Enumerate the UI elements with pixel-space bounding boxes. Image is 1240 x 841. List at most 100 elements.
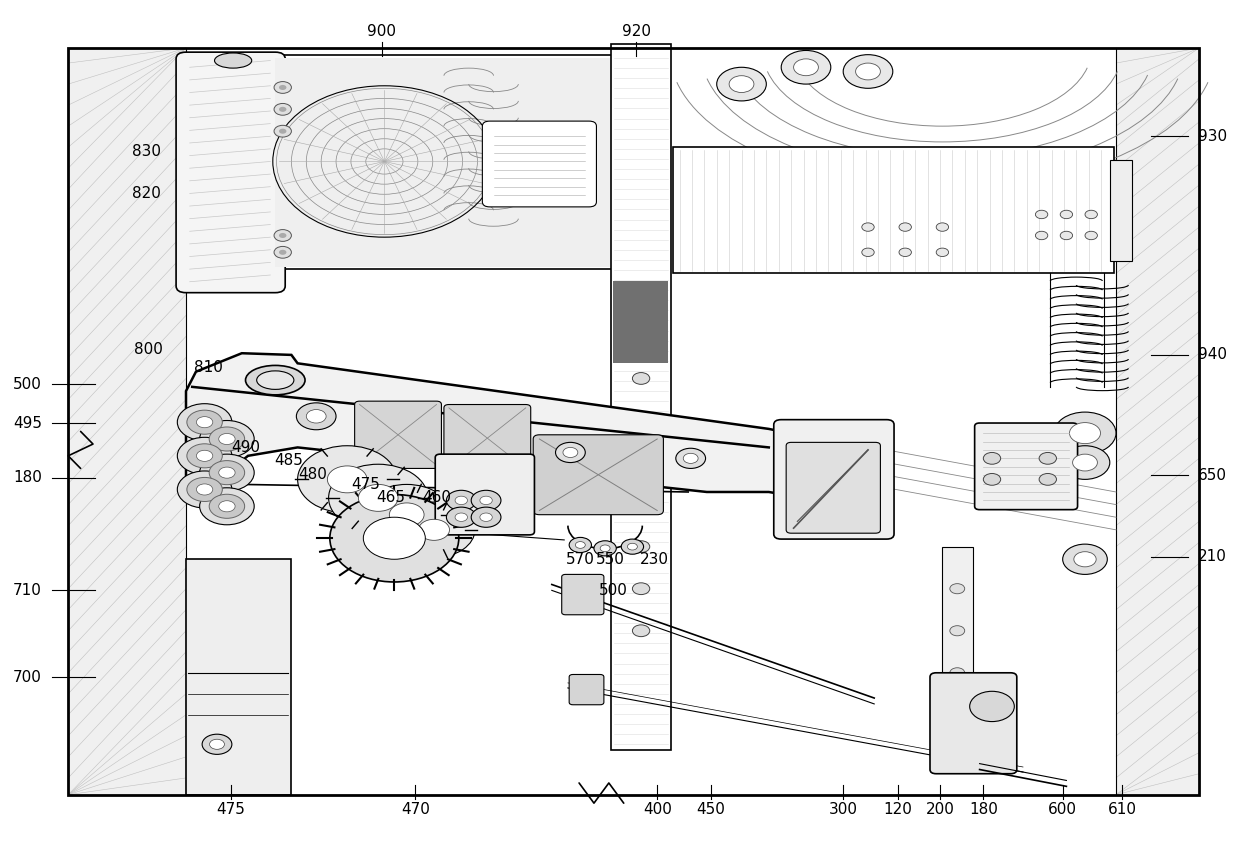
Circle shape [950, 626, 965, 636]
Circle shape [177, 471, 232, 508]
Circle shape [279, 233, 286, 238]
Circle shape [621, 539, 644, 554]
Circle shape [279, 107, 286, 112]
Circle shape [200, 454, 254, 491]
Circle shape [210, 461, 244, 484]
Text: 475: 475 [351, 477, 381, 492]
Circle shape [306, 410, 326, 423]
FancyBboxPatch shape [482, 121, 596, 207]
Circle shape [419, 520, 449, 541]
Circle shape [594, 541, 616, 556]
Text: 700: 700 [12, 669, 42, 685]
Circle shape [843, 55, 893, 88]
Circle shape [480, 496, 492, 505]
Text: 230: 230 [640, 552, 670, 567]
Circle shape [480, 513, 492, 521]
Text: 800: 800 [134, 341, 164, 357]
Circle shape [471, 507, 501, 527]
Text: 940: 940 [1198, 347, 1228, 362]
Text: 180: 180 [968, 801, 998, 817]
Text: 480: 480 [298, 467, 327, 482]
Circle shape [1054, 412, 1116, 454]
FancyBboxPatch shape [444, 405, 531, 472]
Circle shape [676, 448, 706, 468]
Circle shape [856, 63, 880, 80]
Text: 710: 710 [12, 583, 42, 598]
Text: 500: 500 [12, 377, 42, 392]
Text: 830: 830 [131, 144, 161, 159]
Circle shape [632, 583, 650, 595]
Text: 465: 465 [376, 490, 405, 505]
Circle shape [218, 500, 236, 512]
Circle shape [1060, 210, 1073, 219]
Text: 210: 210 [1198, 549, 1228, 564]
Text: 920: 920 [621, 24, 651, 40]
Circle shape [210, 427, 244, 451]
Circle shape [862, 223, 874, 231]
Text: 490: 490 [231, 440, 260, 455]
Circle shape [274, 246, 291, 258]
Circle shape [455, 496, 467, 505]
Circle shape [627, 543, 637, 550]
Polygon shape [186, 353, 887, 505]
Bar [270, 55, 630, 269]
Circle shape [683, 453, 698, 463]
Bar [942, 547, 973, 732]
Bar [1110, 160, 1132, 261]
Circle shape [471, 490, 501, 510]
Circle shape [279, 250, 286, 255]
Circle shape [1074, 552, 1096, 567]
Circle shape [296, 403, 336, 430]
Circle shape [218, 467, 236, 479]
Text: 300: 300 [828, 801, 858, 817]
FancyBboxPatch shape [186, 559, 291, 795]
Text: 610: 610 [1107, 801, 1137, 817]
Circle shape [950, 706, 965, 716]
Circle shape [729, 76, 754, 93]
Text: 475: 475 [216, 801, 246, 817]
Circle shape [632, 499, 650, 510]
Circle shape [274, 230, 291, 241]
Ellipse shape [246, 365, 305, 394]
Circle shape [600, 545, 610, 552]
Circle shape [274, 103, 291, 115]
Circle shape [279, 85, 286, 90]
Ellipse shape [257, 371, 294, 389]
Circle shape [330, 495, 459, 582]
FancyBboxPatch shape [176, 52, 285, 293]
Text: 460: 460 [422, 490, 451, 505]
Circle shape [274, 82, 291, 93]
Text: 570: 570 [565, 552, 595, 567]
Circle shape [196, 484, 213, 495]
Circle shape [632, 625, 650, 637]
Circle shape [936, 223, 949, 231]
Circle shape [983, 452, 1001, 464]
Circle shape [936, 248, 949, 257]
Text: 550: 550 [595, 552, 625, 567]
Circle shape [1060, 446, 1110, 479]
Text: 930: 930 [1198, 129, 1228, 144]
Text: 200: 200 [925, 801, 955, 817]
Circle shape [187, 410, 222, 434]
Circle shape [187, 444, 222, 468]
Text: 495: 495 [12, 415, 42, 431]
Circle shape [1035, 231, 1048, 240]
Bar [68, 48, 186, 795]
Circle shape [899, 248, 911, 257]
Circle shape [970, 691, 1014, 722]
Circle shape [899, 223, 911, 231]
Circle shape [1069, 423, 1101, 444]
Circle shape [327, 466, 367, 493]
Bar [673, 147, 1114, 273]
Circle shape [1085, 231, 1097, 240]
Circle shape [862, 248, 874, 257]
Circle shape [1063, 544, 1107, 574]
Circle shape [983, 473, 1001, 485]
Text: 500: 500 [599, 583, 629, 598]
Circle shape [274, 125, 291, 137]
Circle shape [575, 542, 585, 548]
Circle shape [329, 464, 428, 532]
Circle shape [196, 416, 213, 428]
Bar [613, 281, 668, 363]
Circle shape [446, 490, 476, 510]
